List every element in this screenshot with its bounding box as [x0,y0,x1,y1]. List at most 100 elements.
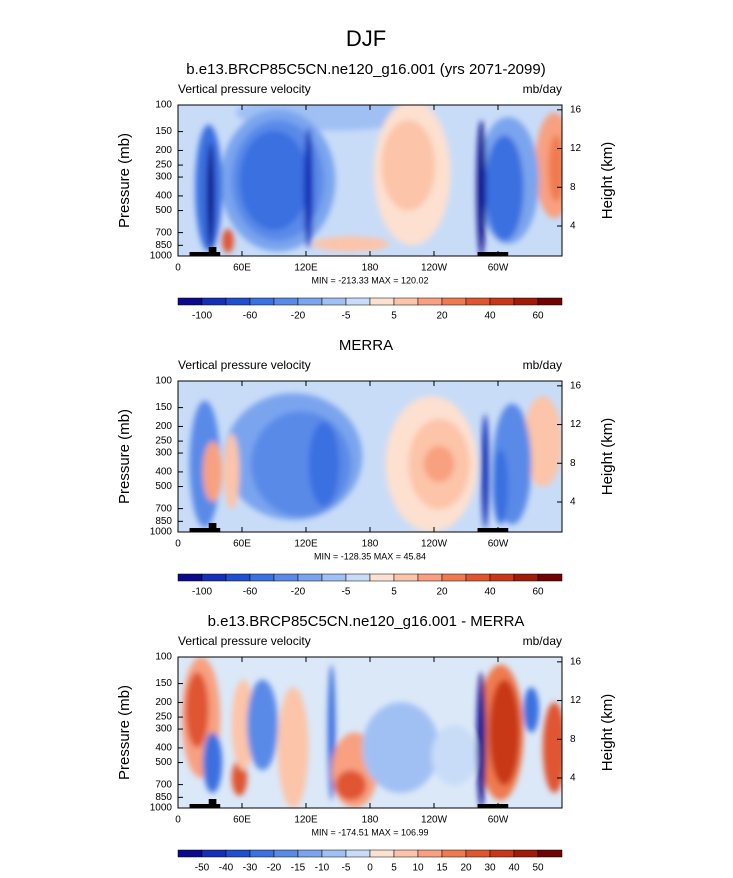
y-tick-label: 1000 [150,527,173,538]
field-region [423,445,455,483]
panel-title: b.e13.BRCP85C5CN.ne120_g16.001 (yrs 2071… [186,61,545,78]
y2-axis-label: Height (km) [599,694,616,772]
field-blobs [181,657,562,808]
y2-axis-label: Height (km) [599,418,616,496]
y2-axis-label: Height (km) [599,142,616,220]
colorbar-box [417,297,443,306]
colorbar-box [225,849,251,858]
x-tick-label: 60W [488,539,509,550]
field-region [231,679,255,771]
y-tick-label: 300 [155,724,172,735]
subtitle-right: mb/day [523,358,562,372]
colorbar-box [297,849,323,858]
field-region [335,770,367,801]
field-region [523,396,562,487]
x-tick-label: 0 [175,539,181,550]
y-tick-label: 250 [155,436,172,447]
field-region [481,414,490,529]
y-tick-label: 700 [155,227,172,238]
colorbar-label: -50 [195,863,210,873]
field-region [206,142,215,249]
field-region [222,228,234,253]
y2-tick-label: 4 [570,497,576,508]
colorbar-label: -10 [315,863,330,873]
y2-tick-label: 8 [570,458,576,469]
field-region [247,679,278,771]
colorbar-label: 15 [436,863,448,873]
colorbar-label: 30 [484,863,496,873]
y-tick-label: 500 [155,481,172,492]
x-tick-label: 120W [421,539,448,550]
x-tick-label: 60E [233,815,251,826]
colorbar-label: -15 [291,863,306,873]
field-region [239,130,309,231]
contour-field [178,381,562,532]
colorbar-box [321,297,347,306]
y-tick-label: 300 [155,448,172,459]
y2-tick-label: 12 [570,419,582,430]
colorbar-box [513,297,539,306]
y2-tick-label: 16 [570,104,582,115]
field-region [489,679,520,786]
y-tick-label: 400 [155,467,172,478]
colorbar-label: 20 [460,863,472,873]
y-tick-label: 150 [155,678,172,689]
colorbar-box [249,573,275,582]
topography [477,252,509,256]
contour-field [178,105,562,256]
colorbar-label: -20 [291,311,306,322]
field-region [202,441,223,502]
colorbar-label: 5 [391,311,397,322]
field-region [312,236,390,252]
colorbar-box [225,297,251,306]
subtitle-left: Vertical pressure velocity [178,358,311,372]
colorbar-box [513,849,539,858]
panel-title: b.e13.BRCP85C5CN.ne120_g16.001 - MERRA [208,613,525,630]
colorbar-label: -5 [342,863,351,873]
colorbar-box [345,297,371,306]
colorbar-label: -60 [243,587,258,598]
field-region [303,127,314,249]
colorbar-label: 40 [484,311,496,322]
y2-tick-label: 8 [570,182,576,193]
colorbar-box [345,849,371,858]
topography [208,523,217,532]
field-region [224,433,240,510]
x-tick-label: 60W [488,815,509,826]
x-tick-label: 120E [294,815,318,826]
y2-tick-label: 12 [570,695,582,706]
colorbar-box [225,573,251,582]
field-region [476,672,486,808]
y-axis-label: Pressure (mb) [116,685,133,780]
colorbar-box [417,573,443,582]
colorbar-label: 60 [532,587,544,598]
colorbar-box [489,297,515,306]
y2-tick-label: 8 [570,734,576,745]
y-tick-label: 200 [155,697,172,708]
topography [189,804,221,808]
x-tick-label: 180 [362,539,379,550]
x-tick-label: 180 [362,263,379,274]
y-tick-label: 100 [155,376,172,387]
colorbar-label: -5 [342,587,351,598]
colorbar-box [177,573,203,582]
field-region [492,448,509,525]
colorbar-box [369,573,395,582]
field-region [523,687,539,733]
y2-tick-label: 16 [570,656,582,667]
topography [189,252,221,256]
y-tick-label: 500 [155,205,172,216]
colorbar-label: 50 [532,863,544,873]
colorbar-box [369,297,395,306]
x-tick-label: 60W [488,263,509,274]
y2-tick-label: 4 [570,773,576,784]
topography [477,528,509,532]
min-max: MIN = -174.51 MAX = 106.99 [311,827,428,837]
y-tick-label: 150 [155,126,172,137]
y2-tick-label: 4 [570,221,576,232]
field-region [548,135,562,202]
subtitle-right: mb/day [523,634,562,648]
colorbar-box [489,849,515,858]
colorbar-box [465,573,491,582]
colorbar-box [441,849,467,858]
